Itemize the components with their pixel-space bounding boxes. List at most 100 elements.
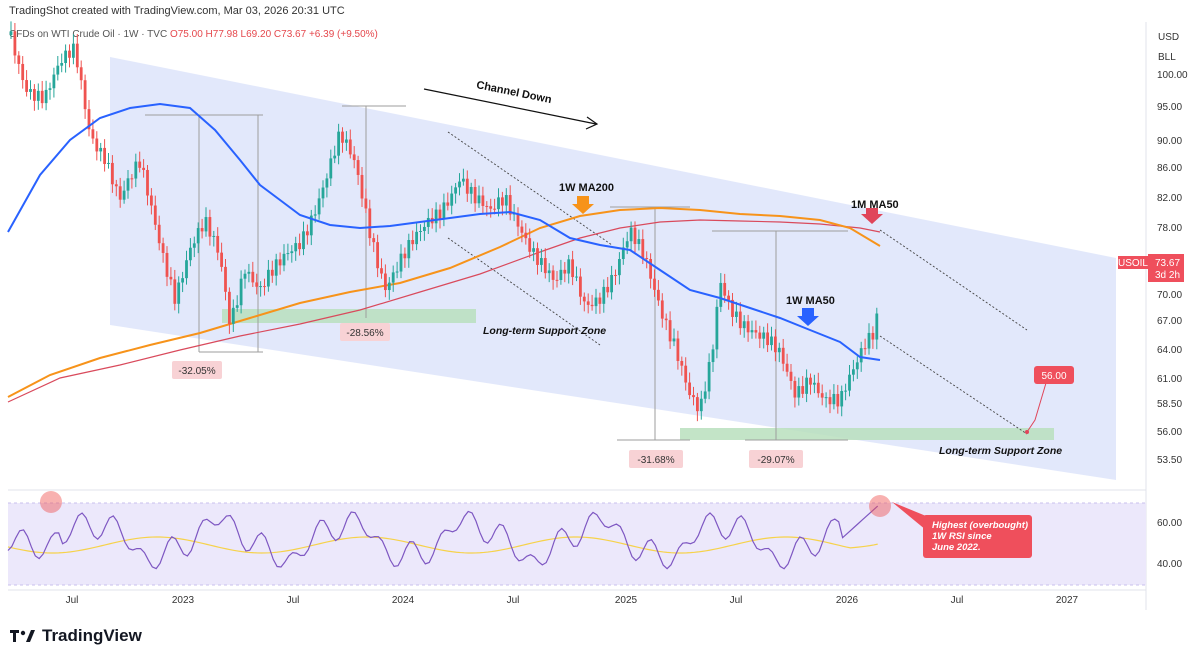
candle: [411, 239, 415, 245]
candle: [345, 139, 348, 143]
time-axis[interactable]: Jul 2023 Jul 2024 Jul 2025 Jul 2026 Jul 2027: [66, 595, 1079, 606]
candle: [477, 195, 481, 204]
candle: [419, 231, 422, 233]
candle: [426, 217, 430, 227]
last-price-symbol-tag: [1118, 256, 1148, 269]
candle: [832, 393, 836, 405]
candle: [146, 169, 149, 196]
candle: [192, 243, 196, 248]
svg-text:USOIL: USOIL: [1118, 258, 1148, 269]
svg-text:-29.07%: -29.07%: [757, 455, 794, 466]
candle: [25, 80, 28, 92]
symbol-legend: CFDs on WTI Crude Oil · 1W · TVC O75.00 …: [9, 29, 378, 40]
candle: [598, 297, 602, 304]
price-tick: 56.00: [1157, 427, 1182, 438]
candle: [364, 198, 368, 209]
candle: [99, 147, 103, 152]
candle: [290, 251, 294, 254]
candle: [629, 227, 633, 242]
candle: [559, 269, 563, 280]
candle: [688, 382, 691, 396]
candle: [551, 270, 555, 280]
target-dot: [1025, 430, 1029, 434]
candle: [13, 31, 17, 56]
candle: [83, 80, 87, 110]
candle: [384, 273, 387, 291]
candle: [797, 386, 801, 398]
candle: [142, 167, 145, 170]
candle: [625, 241, 629, 248]
candle: [473, 186, 477, 204]
candle: [462, 178, 465, 182]
candle: [664, 318, 668, 321]
candle: [762, 332, 766, 339]
candle: [286, 253, 290, 255]
candle: [820, 393, 824, 398]
price-tick: 61.00: [1157, 374, 1182, 385]
ma50-week-line: [7, 102, 881, 361]
price-tick: 86.00: [1157, 163, 1182, 174]
rsi-highlight-1: [40, 491, 62, 513]
target-badge: 56.00: [1034, 366, 1074, 384]
candle: [150, 195, 153, 206]
channel-down-zone: [110, 57, 1116, 480]
candle: [536, 248, 539, 265]
svg-text:1W RSI since: 1W RSI since: [932, 531, 992, 542]
candle: [649, 259, 652, 279]
candle: [169, 276, 173, 280]
candle: [325, 178, 329, 188]
candle: [528, 238, 532, 252]
candle: [337, 131, 340, 156]
candle: [294, 243, 298, 252]
candle: [696, 397, 699, 412]
ma50m-arrow: [861, 208, 883, 224]
candle: [399, 253, 403, 272]
price-tick: 67.00: [1157, 316, 1182, 327]
candle: [103, 147, 106, 164]
candle: [579, 276, 582, 297]
candle: [87, 109, 91, 130]
candle: [274, 259, 278, 276]
candle: [766, 332, 769, 346]
candle: [458, 181, 461, 188]
time-tick: 2024: [392, 595, 415, 606]
candle: [40, 90, 44, 104]
candle: [660, 300, 664, 319]
candle: [33, 89, 36, 101]
candle: [56, 65, 60, 75]
support-zone-1: [222, 309, 476, 323]
candle: [9, 31, 13, 35]
price-tick: 95.00: [1157, 102, 1182, 113]
candle: [520, 226, 524, 233]
candle: [555, 279, 559, 281]
candle: [403, 253, 407, 259]
candle: [282, 253, 286, 266]
candle: [228, 291, 231, 324]
candle: [684, 365, 688, 383]
candle: [118, 186, 122, 200]
candle: [540, 258, 543, 265]
candle: [633, 227, 637, 245]
candle: [653, 278, 656, 290]
candle: [532, 248, 535, 252]
unit-label: BLL: [1158, 52, 1176, 63]
candle: [606, 286, 610, 293]
candle: [692, 395, 695, 398]
candle: [859, 348, 863, 363]
candle: [621, 247, 625, 260]
candle: [313, 214, 317, 216]
candle: [220, 252, 223, 267]
candle: [567, 259, 571, 274]
candle: [676, 338, 680, 361]
tradingview-logo[interactable]: TradingView: [10, 626, 142, 646]
candle: [423, 226, 426, 232]
price-axis[interactable]: USD BLL 100.00 95.00 90.00 86.00 82.00 78.00 7…: [1118, 32, 1188, 466]
symbol-name[interactable]: CFDs on WTI Crude Oil · 1W · TVC: [9, 29, 168, 40]
candle: [68, 50, 71, 58]
svg-text:56.00: 56.00: [1041, 371, 1066, 382]
candle: [157, 224, 161, 244]
drop-badge-4: -29.07%: [749, 450, 803, 468]
candle: [774, 336, 777, 353]
candle: [395, 271, 399, 273]
